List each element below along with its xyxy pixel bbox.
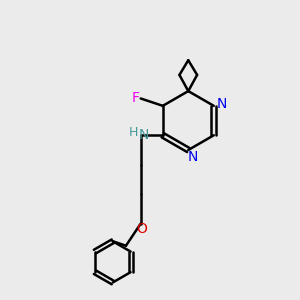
Text: O: O bbox=[136, 222, 147, 236]
Text: N: N bbox=[139, 128, 149, 142]
Text: N: N bbox=[188, 150, 198, 164]
Text: H: H bbox=[129, 126, 138, 139]
Text: N: N bbox=[217, 98, 227, 111]
Text: F: F bbox=[131, 91, 140, 105]
